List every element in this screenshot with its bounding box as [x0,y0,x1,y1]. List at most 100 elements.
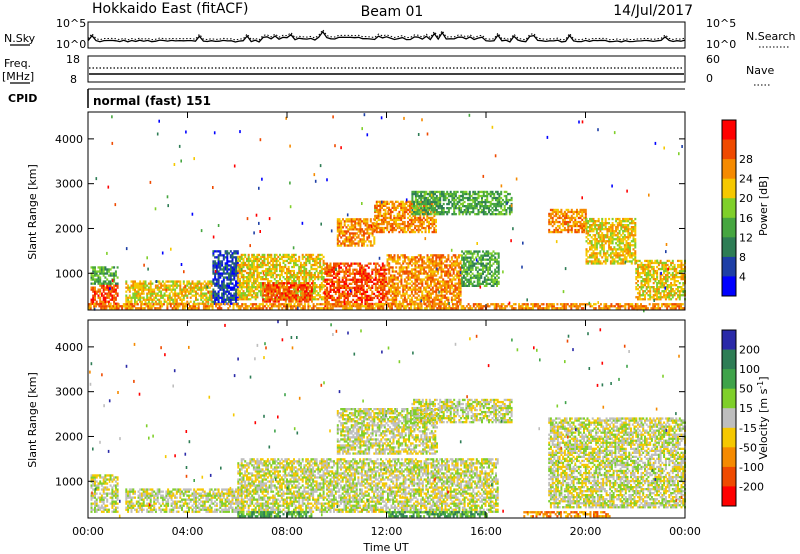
heatmap-cell [103,280,105,282]
heatmap-cell [110,285,112,287]
heatmap-cell [241,266,243,268]
heatmap-cell [462,195,464,197]
heatmap-cell [340,220,342,222]
heatmap-cell [596,252,598,254]
heatmap-cell [486,285,488,287]
heatmap-cell [486,205,488,207]
heatmap-cell [421,297,423,299]
heatmap-cell [421,285,423,287]
heatmap-cell [368,299,370,301]
heatmap-cell [423,278,425,280]
heatmap-cell [395,209,397,211]
heatmap-cell [235,262,237,264]
heatmap-cell [361,265,363,267]
heatmap-cell [338,273,340,275]
heatmap-cell [454,283,456,285]
heatmap-cell [354,244,356,246]
heatmap-cell [481,199,483,201]
heatmap-cell [338,265,340,267]
heatmap-cell [466,259,468,261]
heatmap-cell [92,268,94,270]
heatmap-cell [603,222,605,224]
heatmap-cell [599,240,601,242]
heatmap-cell [460,295,462,297]
heatmap-cell [491,285,493,287]
heatmap-cell [461,257,463,259]
heatmap-cell [248,284,250,286]
heatmap-cell [354,226,356,228]
heatmap-cell [418,258,420,260]
heatmap-cell [148,289,150,291]
heatmap-cell [583,209,585,211]
heatmap-cell [371,271,373,273]
heatmap-cell [500,193,502,195]
heatmap-cell [500,207,502,209]
heatmap-cell [212,252,214,254]
heatmap-cell [411,291,413,293]
heatmap-cell [249,258,251,260]
heatmap-cell [612,226,614,228]
heatmap-cell [409,276,411,278]
heatmap-cell [454,262,456,264]
heatmap-cell [463,275,465,277]
heatmap-cell [374,219,376,221]
heatmap-cell [390,211,392,213]
heatmap-cell [591,248,593,250]
heatmap-cell [371,277,373,279]
heatmap-cell [309,284,311,286]
heatmap-cell [338,269,340,271]
heatmap-cell [155,285,157,287]
heatmap-cell [309,274,311,276]
heatmap-cell [397,285,399,287]
heatmap-cell [232,299,234,301]
heatmap-cell [192,280,194,282]
heatmap-cell [160,297,162,299]
heatmap-cell [288,262,290,264]
heatmap-cell [442,289,444,291]
heatmap-cell [174,297,176,299]
heatmap-cell [463,281,465,283]
heatmap-cell [311,300,313,302]
heatmap-cell [418,276,420,278]
heatmap-cell [304,292,306,294]
heatmap-cell [482,267,484,269]
heatmap-cell [487,259,489,261]
heatmap-cell [94,283,96,285]
heatmap-cell [103,287,105,289]
heatmap-cell [476,205,478,207]
heatmap-cell [455,205,457,207]
heatmap-cell [202,295,204,297]
heatmap-cell [608,242,610,244]
heatmap-cell [441,274,443,276]
heatmap-cell [274,272,276,274]
heatmap-cell [511,209,513,211]
heatmap-cell [505,209,507,211]
heatmap-cell [421,260,423,262]
heatmap-cell [443,207,445,209]
heatmap-cell [230,276,232,278]
heatmap-cell [458,201,460,203]
heatmap-cell [295,296,297,298]
heatmap-cell [413,258,415,260]
heatmap-cell [223,291,225,293]
heatmap-cell [337,242,339,244]
heatmap-cell [212,297,214,299]
heatmap-cell [559,221,561,223]
heatmap-cell [397,260,399,262]
heatmap-cell [212,260,214,262]
heatmap-cell [385,277,387,279]
heatmap-cell [406,299,408,301]
heatmap-cell [402,227,404,229]
heatmap-cell [431,213,433,215]
heatmap-cell [384,287,386,289]
heatmap-cell [460,209,462,211]
heatmap-cell [354,234,356,236]
heatmap-cell [211,285,213,287]
heatmap-cell [416,262,418,264]
heatmap-cell [454,264,456,266]
heatmap-cell [415,205,417,207]
heatmap-cell [267,284,269,286]
heatmap-cell [464,205,466,207]
heatmap-cell [456,258,458,260]
heatmap-cell [134,301,136,303]
